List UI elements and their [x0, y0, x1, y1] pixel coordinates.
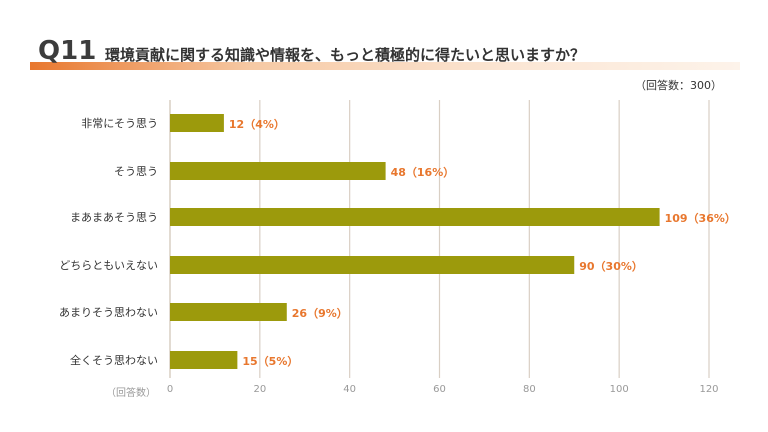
- x-tick-label: 20: [253, 384, 267, 395]
- data-label: 12（4%）: [228, 118, 285, 131]
- bar: [170, 303, 287, 321]
- x-tick-label: 40: [343, 384, 357, 395]
- bar: [170, 162, 386, 180]
- bar: [170, 114, 224, 132]
- category-label: まあまあそう思う: [70, 211, 158, 224]
- category-label: 全くそう思わない: [70, 354, 158, 367]
- bar: [170, 208, 660, 226]
- x-tick-label: 0: [166, 384, 174, 395]
- data-label: 48（16%）: [390, 166, 455, 179]
- data-label: 26（9%）: [291, 307, 348, 320]
- x-axis-unit: （回答数）: [106, 388, 156, 399]
- data-label: 15（5%）: [242, 355, 299, 368]
- bar: [170, 256, 575, 274]
- x-tick-label: 80: [522, 384, 536, 395]
- title-underline: [30, 62, 740, 70]
- category-label: 非常にそう思う: [81, 117, 158, 130]
- bar: [170, 351, 238, 369]
- x-tick-label: 120: [699, 384, 719, 395]
- data-label: 109（36%）: [664, 212, 736, 225]
- question-text: 環境貢献に関する知識や情報を、もっと積極的に得たいと思いますか？: [105, 46, 586, 64]
- x-tick-label: 100: [609, 384, 629, 395]
- category-label: そう思う: [114, 165, 158, 178]
- category-label: あまりそう思わない: [59, 306, 158, 319]
- category-label: どちらともいえない: [59, 259, 158, 272]
- data-label: 90（30%）: [579, 260, 643, 273]
- respondent-count: （回答数：300）: [635, 79, 722, 92]
- question-number: Q11: [38, 36, 97, 66]
- x-tick-label: 60: [433, 384, 446, 395]
